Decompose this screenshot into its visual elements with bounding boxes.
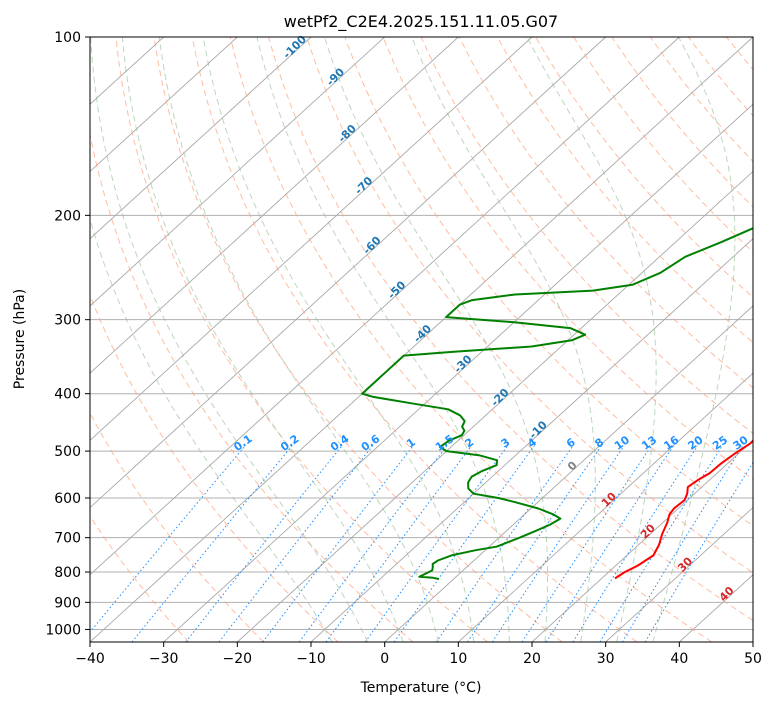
x-tick-label: 10 <box>449 651 467 667</box>
x-tick-label: −20 <box>223 651 253 667</box>
isotherm-line <box>90 37 680 576</box>
dry-adiabat-line <box>344 37 753 527</box>
mixing-ratio-line <box>298 445 448 642</box>
x-tick-label: 20 <box>523 651 541 667</box>
mixing-ratio-line <box>364 445 508 642</box>
isotherm-line <box>90 37 312 240</box>
mixing-ratio-line <box>621 445 744 642</box>
y-tick-label: 1000 <box>45 622 81 638</box>
dry-adiabat-line <box>382 37 753 481</box>
moist-adiabat-line <box>90 217 333 642</box>
isotherm-line <box>90 37 533 441</box>
mixing-ratio-line <box>491 445 625 642</box>
isotherm-line <box>90 37 238 173</box>
moist-adiabat-line <box>158 37 439 642</box>
x-tick-label: −30 <box>149 651 179 667</box>
y-tick-label: 300 <box>54 313 81 329</box>
mixing-ratio-line <box>393 445 535 642</box>
y-tick-label: 500 <box>54 444 81 460</box>
y-tick-label: 600 <box>54 491 81 507</box>
mixing-ratio-line <box>545 445 674 642</box>
y-tick-label: 400 <box>54 387 81 403</box>
axes: −40 −30 −20 −10 0 10 20 30 40 50 100 200 300 400 500 60… <box>45 30 762 667</box>
dry-adiabat-line <box>153 37 563 642</box>
isotherm-line <box>163 103 753 642</box>
isotherm-line <box>237 170 753 642</box>
isotherm-line <box>605 506 753 642</box>
dry-adiabat-line <box>115 37 488 642</box>
mixing-ratio-line <box>435 445 574 642</box>
y-axis-label: Pressure (hPa) <box>12 289 28 389</box>
x-tick-label: 40 <box>670 651 688 667</box>
moist-adiabat-line <box>202 37 475 642</box>
isotherm-line <box>310 238 753 642</box>
moist-adiabat-line <box>90 37 369 642</box>
dewpoint-profile-line <box>361 227 753 580</box>
y-tick-label: 100 <box>54 30 81 46</box>
x-axis-label: Temperature (°C) <box>360 680 482 696</box>
y-tick-label: 800 <box>54 565 81 581</box>
x-tick-label: 50 <box>744 651 762 667</box>
mixing-ratio-line <box>599 445 723 642</box>
mixing-ratio-line <box>90 445 246 633</box>
y-tick-label: 700 <box>54 531 81 547</box>
mixing-ratio-line <box>262 445 414 642</box>
mixing-ratio-line <box>185 445 343 642</box>
temperature-profile-line <box>614 439 753 580</box>
dry-adiabat-line <box>90 412 264 642</box>
chart-title: wetPf2_C2E4.2025.151.11.05.G07 <box>284 12 558 32</box>
mixing-ratio-line <box>218 445 373 642</box>
x-tick-label: −10 <box>296 651 326 667</box>
moist-adiabat-line <box>121 37 404 642</box>
dry-adiabat-line <box>191 37 638 642</box>
y-tick-label: 200 <box>54 208 81 224</box>
isotherm-line <box>458 372 753 642</box>
dry-adiabat-line <box>90 131 414 642</box>
plot-area <box>90 37 753 642</box>
dry-adiabat-line <box>229 37 712 642</box>
y-tick-label: 900 <box>54 595 81 611</box>
dry-adiabat-line <box>306 37 753 574</box>
moist-adiabat-line <box>411 37 596 642</box>
plot-frame <box>89 36 754 643</box>
moist-adiabat-line <box>324 37 548 642</box>
mixing-ratio-line <box>521 445 652 642</box>
mixing-ratio-line <box>572 445 699 642</box>
isotherm-line <box>90 37 606 509</box>
dry-adiabat-line <box>535 37 753 298</box>
mixing-ratio-line <box>467 445 602 642</box>
x-tick-label: −40 <box>75 651 105 667</box>
isotherm-line <box>531 439 753 642</box>
mixing-ratio-line <box>644 461 753 642</box>
isotherm-line <box>384 305 753 642</box>
x-tick-label: 0 <box>380 651 389 667</box>
dry-adiabat-line <box>268 37 753 622</box>
moist-adiabat-line <box>256 37 510 642</box>
isotherm-line <box>90 37 385 307</box>
moist-adiabat-line <box>652 37 736 642</box>
isotherm-line <box>90 37 753 642</box>
dry-adiabat-line <box>90 515 190 642</box>
dry-adiabat-line <box>496 37 753 344</box>
x-tick-label: 30 <box>597 651 615 667</box>
isotherm-line <box>90 37 459 374</box>
